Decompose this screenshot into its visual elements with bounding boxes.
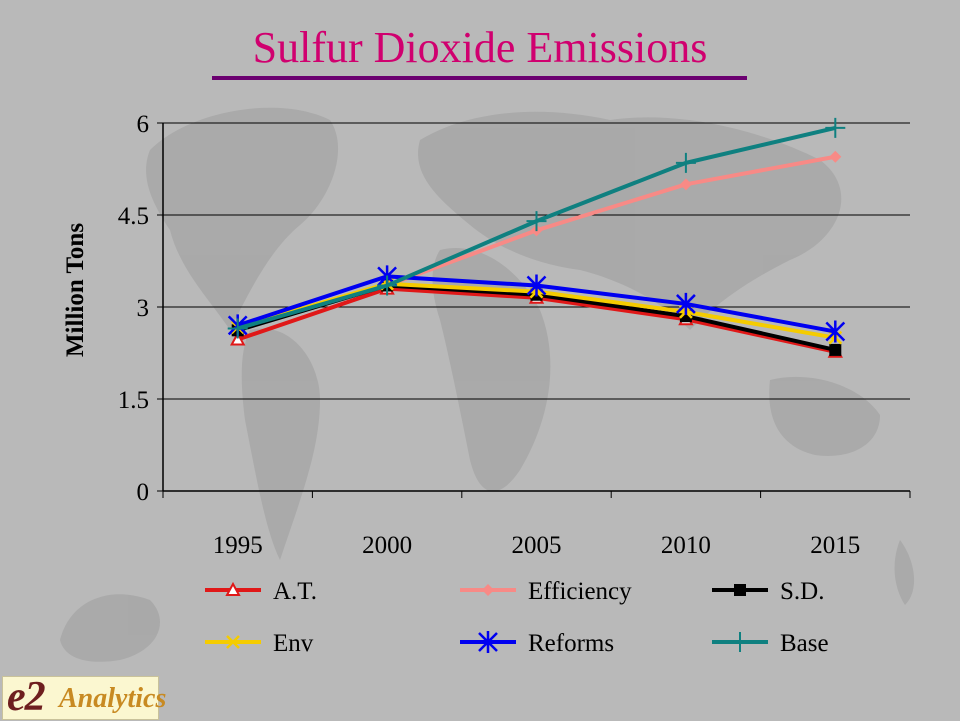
square-marker bbox=[829, 343, 842, 356]
legend-item: Reforms bbox=[460, 630, 614, 657]
triangle-marker bbox=[225, 581, 241, 596]
x-marker bbox=[226, 635, 240, 649]
legend-label: A.T. bbox=[273, 578, 317, 605]
star-marker bbox=[526, 274, 547, 297]
star-marker bbox=[676, 292, 696, 315]
y-tick-label: 4.5 bbox=[118, 203, 149, 230]
y-tick-label: 1.5 bbox=[118, 387, 149, 414]
plus-marker bbox=[227, 318, 248, 339]
y-tick-label: 6 bbox=[137, 111, 150, 138]
plus-marker bbox=[730, 632, 750, 652]
legend-item: A.T. bbox=[205, 578, 317, 605]
plot-area: 0 1.5 3 4.5 6 1995 2000 2005 2010 2015 Million Ton… bbox=[62, 111, 911, 559]
y-tick-label: 3 bbox=[137, 295, 150, 322]
chart-legend: A.T. Efficiency S.D. Env Reforms Base bbox=[205, 578, 829, 657]
x-tick-label: 2000 bbox=[362, 532, 412, 559]
legend-item: Env bbox=[205, 630, 314, 657]
legend-label: Base bbox=[780, 630, 829, 657]
plus-marker bbox=[675, 152, 696, 173]
legend-label: Reforms bbox=[528, 630, 614, 657]
x-tick-label: 1995 bbox=[213, 532, 263, 559]
logo-mark: e2 bbox=[7, 674, 46, 720]
square-marker bbox=[734, 584, 746, 596]
plus-marker bbox=[526, 211, 547, 232]
legend-item: Efficiency bbox=[460, 578, 632, 605]
world-map-background bbox=[60, 107, 915, 662]
legend-label: Efficiency bbox=[528, 578, 632, 605]
star-marker bbox=[478, 631, 498, 653]
slide-title: Sulfur Dioxide Emissions bbox=[252, 23, 708, 72]
star-marker bbox=[825, 320, 846, 343]
x-tick-label: 2010 bbox=[661, 532, 711, 559]
y-tick-label: 0 bbox=[137, 479, 150, 506]
diamond-marker bbox=[482, 584, 494, 596]
diamond-marker bbox=[829, 150, 842, 163]
y-axis-label: Million Tons bbox=[62, 223, 89, 357]
title-underline bbox=[212, 76, 747, 80]
plus-marker bbox=[377, 275, 398, 296]
plus-marker bbox=[825, 117, 846, 138]
e2-analytics-logo: e2 Analytics bbox=[2, 674, 166, 720]
logo-text: Analytics bbox=[59, 683, 167, 714]
legend-item: Base bbox=[712, 630, 829, 657]
x-tick-label: 2005 bbox=[512, 532, 562, 559]
diamond-marker bbox=[679, 178, 692, 191]
legend-label: S.D. bbox=[780, 578, 824, 605]
legend-item: S.D. bbox=[712, 578, 824, 605]
x-tick-label: 2015 bbox=[810, 532, 860, 559]
triangle-marker bbox=[230, 331, 246, 346]
legend-label: Env bbox=[273, 630, 314, 657]
